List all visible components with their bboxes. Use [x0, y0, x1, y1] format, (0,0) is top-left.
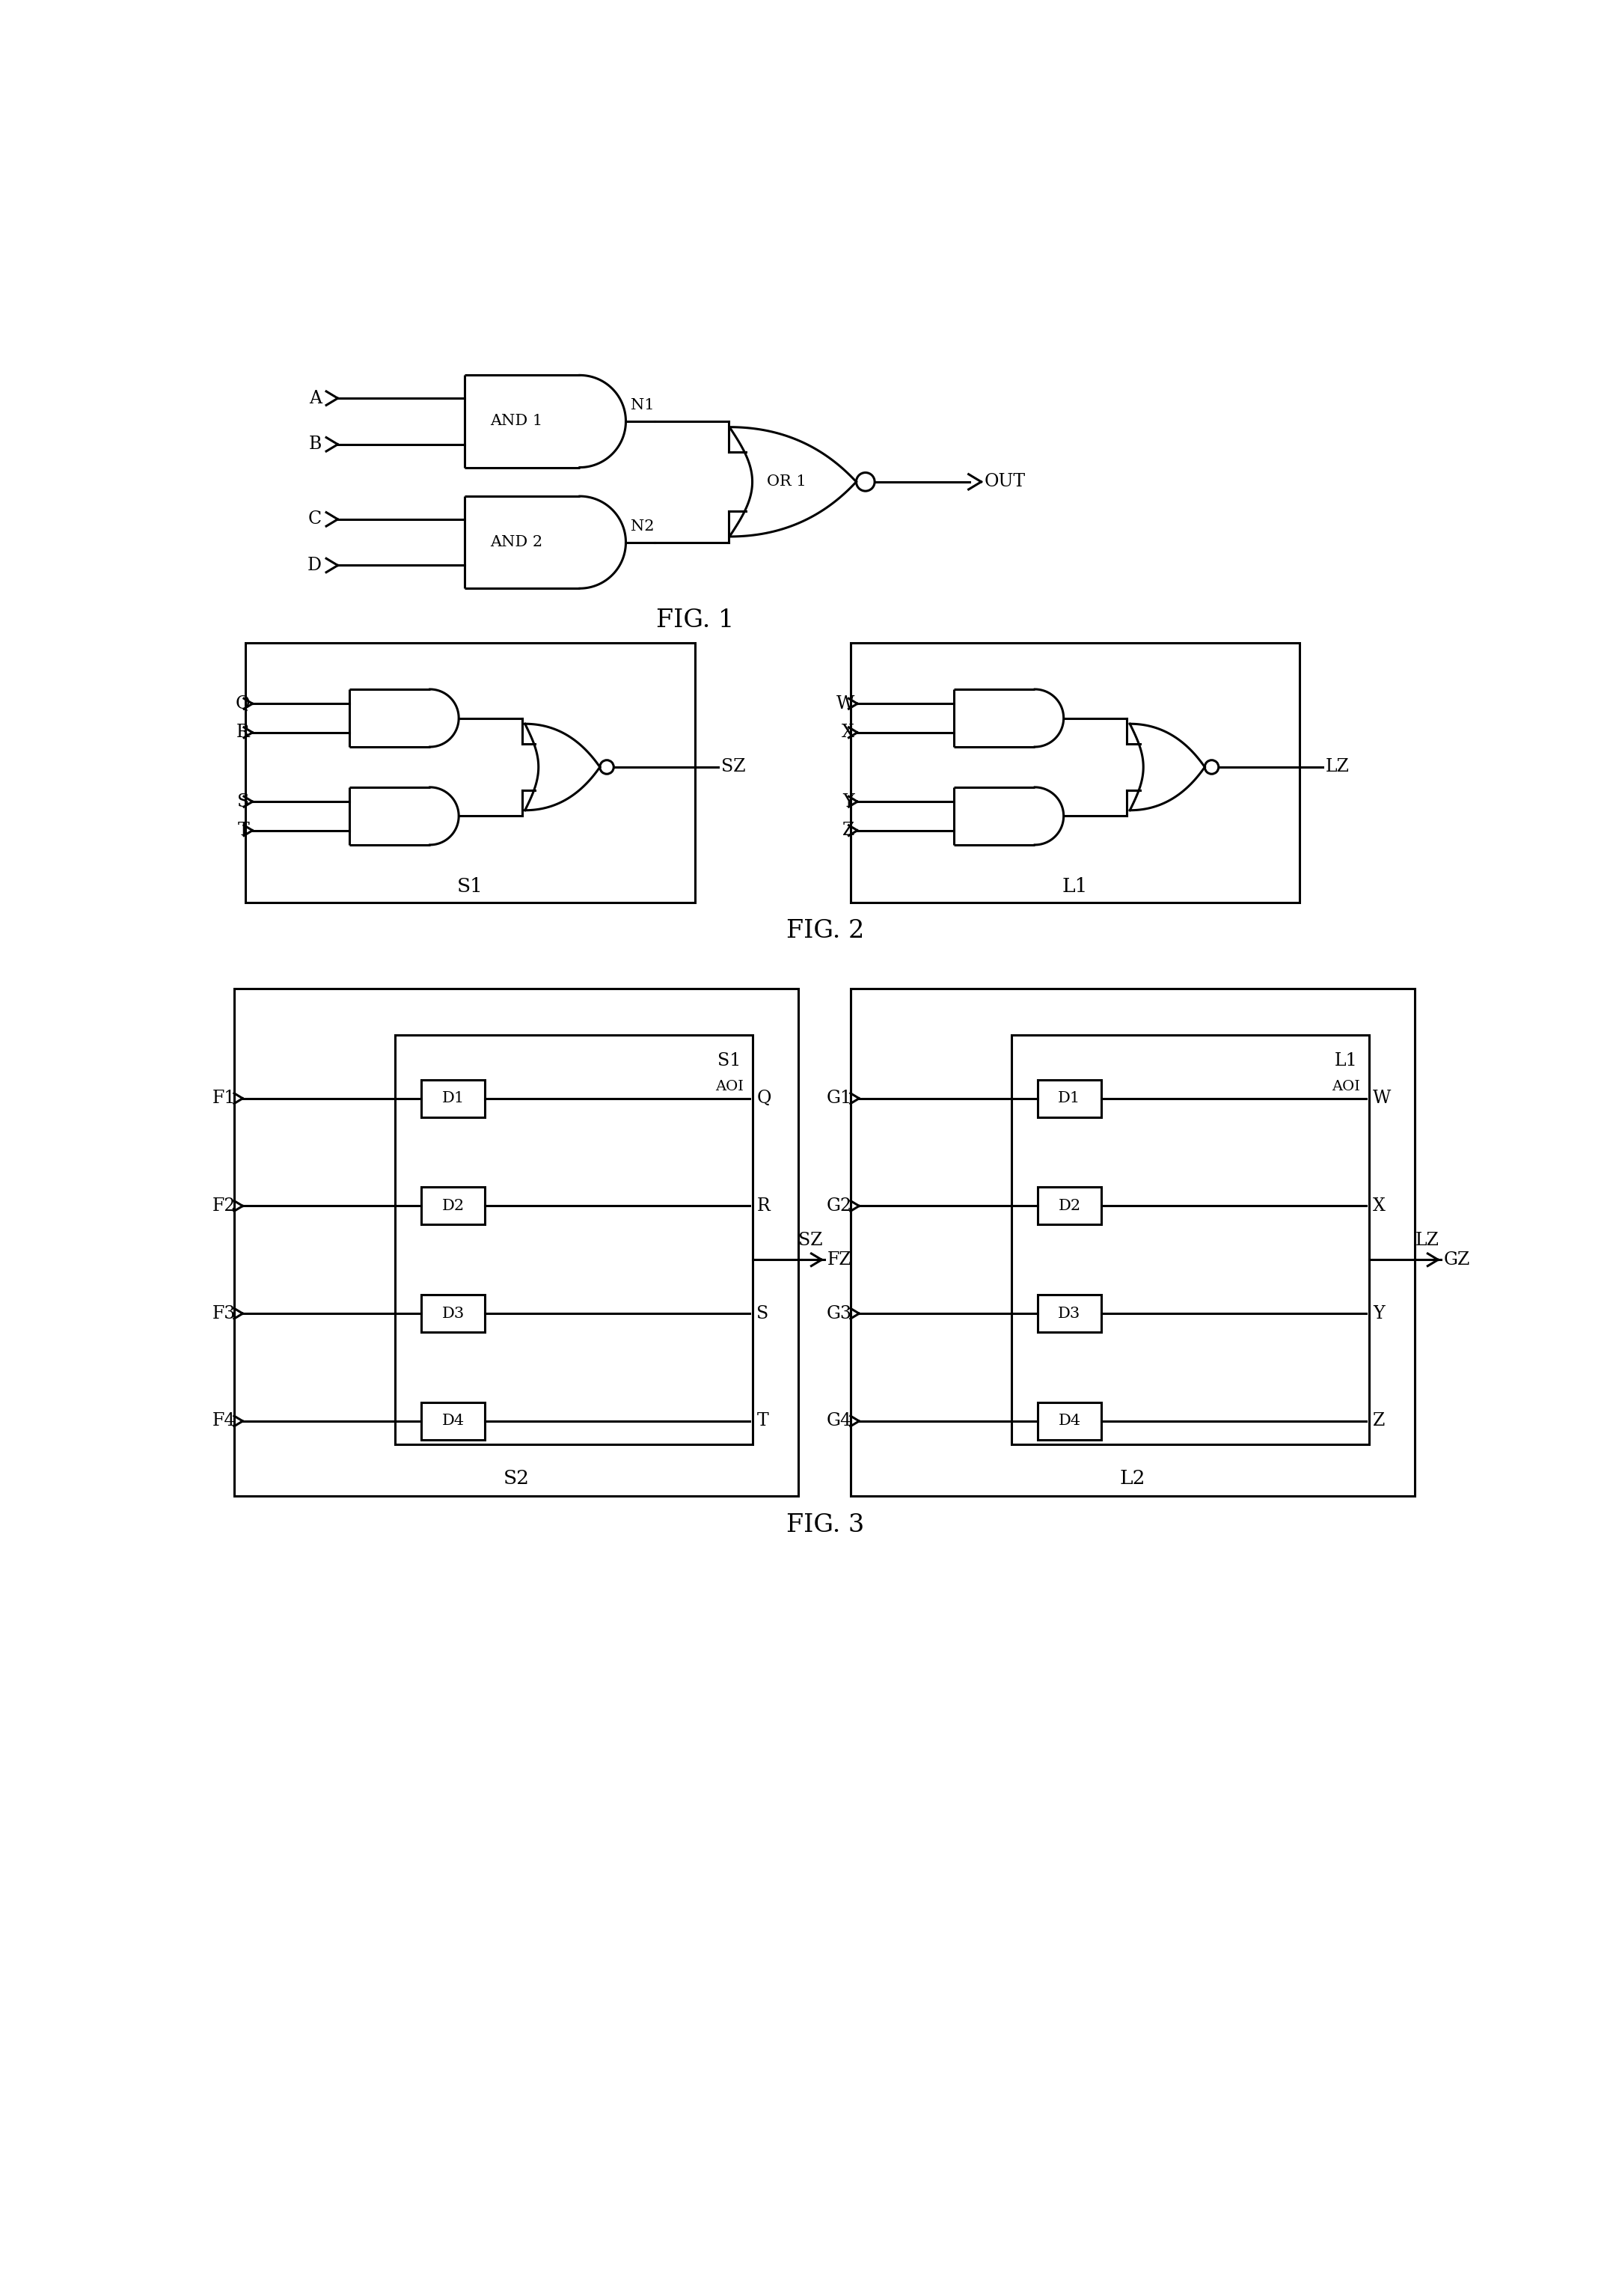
Text: D4: D4 [1058, 1414, 1080, 1428]
Text: Y: Y [842, 792, 855, 810]
Bar [246, 643, 696, 902]
Text: T: T [757, 1412, 768, 1430]
Bar [1038, 1403, 1101, 1440]
Text: W: W [1373, 1091, 1391, 1107]
Text: FIG. 3: FIG. 3 [786, 1513, 865, 1536]
Text: D2: D2 [441, 1199, 464, 1212]
Text: N1: N1 [631, 400, 654, 413]
Text: SZ: SZ [799, 1233, 823, 1249]
Text: GZ: GZ [1444, 1251, 1470, 1267]
Text: R: R [237, 723, 250, 742]
Text: F1: F1 [213, 1091, 235, 1107]
Bar [233, 990, 799, 1497]
Bar [1038, 1187, 1101, 1224]
Bar [422, 1295, 485, 1332]
Text: AND 2: AND 2 [489, 535, 543, 549]
Text: G2: G2 [826, 1196, 852, 1215]
Text: S1: S1 [718, 1052, 741, 1070]
Text: AOI: AOI [715, 1079, 744, 1093]
Text: Q: Q [235, 696, 250, 712]
Bar [422, 1079, 485, 1118]
Text: X: X [842, 723, 855, 742]
Bar [1011, 1035, 1368, 1444]
Text: C: C [308, 510, 322, 528]
Text: B: B [309, 436, 322, 452]
Text: R: R [757, 1196, 770, 1215]
Bar [1038, 1079, 1101, 1118]
Text: G1: G1 [826, 1091, 852, 1107]
Bar [422, 1187, 485, 1224]
Text: F3: F3 [213, 1304, 235, 1322]
Text: D3: D3 [1058, 1306, 1080, 1320]
Text: D2: D2 [1058, 1199, 1080, 1212]
Bar [422, 1403, 485, 1440]
Text: AND 1: AND 1 [489, 413, 543, 429]
Text: S: S [757, 1304, 768, 1322]
Text: Q: Q [757, 1091, 771, 1107]
Text: L1: L1 [1335, 1052, 1357, 1070]
Text: S: S [238, 792, 250, 810]
Text: L2: L2 [1121, 1469, 1146, 1488]
Text: D: D [308, 556, 322, 574]
Text: L1: L1 [1063, 877, 1088, 895]
Text: F4: F4 [213, 1412, 235, 1430]
Bar [396, 1035, 752, 1444]
Text: SZ: SZ [721, 758, 745, 776]
Text: D3: D3 [441, 1306, 464, 1320]
Text: OR 1: OR 1 [766, 475, 807, 489]
Text: FIG. 1: FIG. 1 [655, 608, 734, 631]
Text: Z: Z [842, 822, 855, 838]
Text: D1: D1 [1058, 1091, 1080, 1104]
Text: S2: S2 [504, 1469, 530, 1488]
Text: OUT: OUT [984, 473, 1026, 491]
Text: FIG. 2: FIG. 2 [786, 918, 865, 944]
Text: Y: Y [1373, 1304, 1385, 1322]
Text: T: T [238, 822, 250, 838]
Text: G4: G4 [826, 1412, 852, 1430]
Text: LZ: LZ [1325, 758, 1349, 776]
Text: FZ: FZ [828, 1251, 852, 1267]
Text: F2: F2 [213, 1196, 235, 1215]
Text: AOI: AOI [1331, 1079, 1360, 1093]
Text: N2: N2 [631, 519, 654, 533]
Text: D1: D1 [441, 1091, 464, 1104]
Text: Z: Z [1373, 1412, 1385, 1430]
Bar [850, 990, 1415, 1497]
Text: G3: G3 [828, 1304, 852, 1322]
Text: X: X [1373, 1196, 1386, 1215]
Text: W: W [836, 696, 855, 712]
Text: LZ: LZ [1415, 1233, 1439, 1249]
Text: A: A [309, 390, 322, 406]
Text: D4: D4 [441, 1414, 464, 1428]
Text: S1: S1 [457, 877, 483, 895]
Bar [1038, 1295, 1101, 1332]
Bar [850, 643, 1299, 902]
